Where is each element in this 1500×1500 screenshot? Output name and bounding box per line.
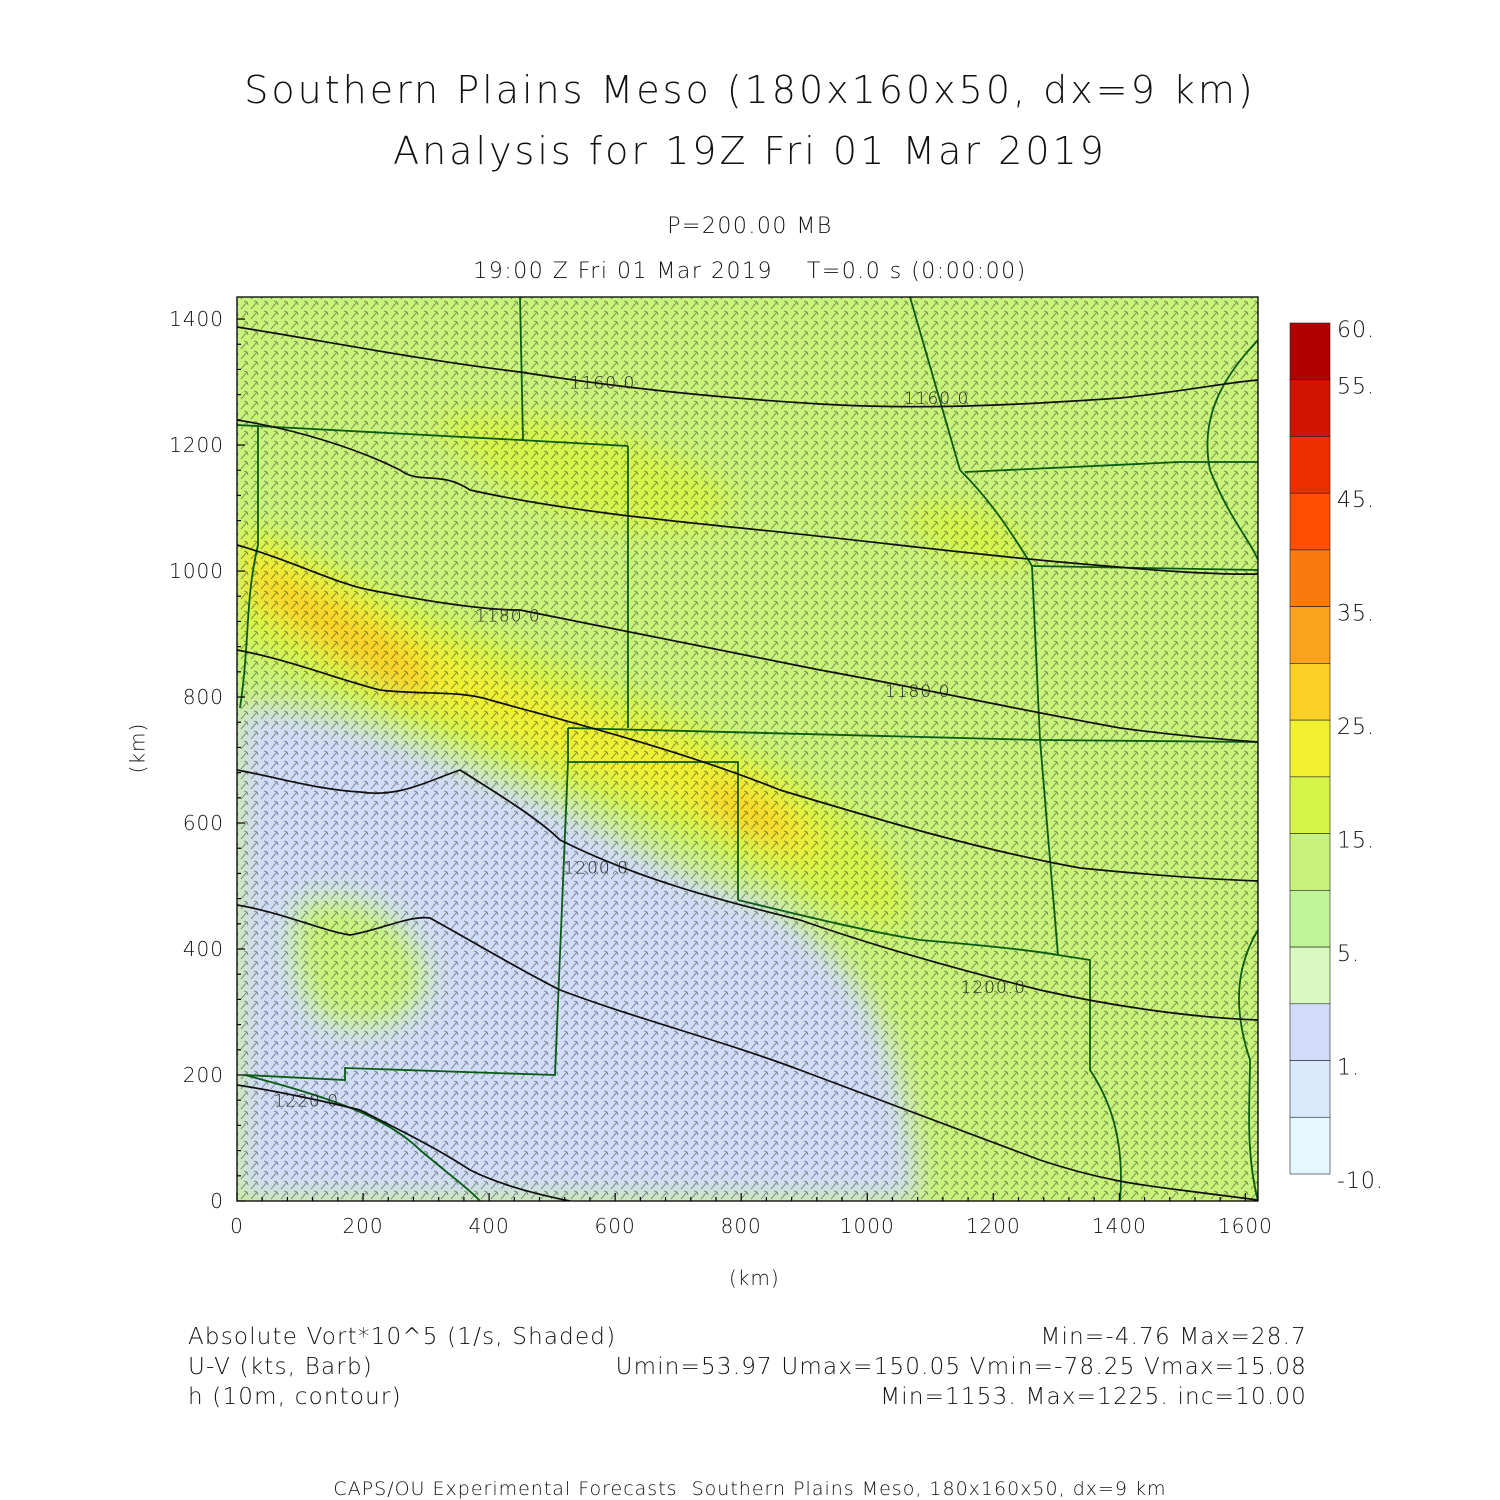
colorbar-label: -10. bbox=[1337, 1169, 1384, 1194]
colorbar-label: 25. bbox=[1337, 715, 1375, 740]
contour-1170-a bbox=[237, 419, 1258, 575]
arkansas-louisiana bbox=[1057, 954, 1122, 1201]
contour-label: 1180.0 bbox=[475, 606, 540, 626]
colorbar-bin bbox=[1289, 833, 1331, 891]
colorbar-bin bbox=[1289, 606, 1331, 664]
colorbar-label: 15. bbox=[1337, 829, 1375, 854]
colorbar-label: 45. bbox=[1337, 488, 1375, 513]
iowa-missouri-border bbox=[1031, 565, 1258, 571]
colorbar-bin bbox=[1289, 492, 1331, 551]
y-tick-label: 400 bbox=[183, 937, 224, 961]
legend-height-range: Min=1153. Max=1225. inc=10.00 bbox=[880, 1384, 1307, 1410]
colorbar-bin bbox=[1289, 379, 1331, 437]
contour-1180-a bbox=[237, 544, 1258, 743]
y-axis-ticks: 0 200 400 600 800 1000 1200 1400 bbox=[169, 307, 245, 1213]
missouri-river bbox=[909, 297, 961, 471]
oklahoma-east-border bbox=[1039, 739, 1059, 956]
legend-height-label: h (10m, contour) bbox=[188, 1384, 402, 1410]
colorbar-label: 55. bbox=[1337, 375, 1375, 400]
x-tick-label: 400 bbox=[469, 1214, 510, 1238]
x-tick-label: 1000 bbox=[840, 1214, 895, 1238]
contour-1220-a bbox=[237, 1084, 571, 1201]
contour-label: 1160.0 bbox=[570, 373, 635, 393]
contour-1210-a bbox=[237, 904, 1258, 1201]
contour-1200-a bbox=[237, 769, 1258, 1021]
state-borders bbox=[237, 297, 1258, 1201]
legend-wind-label: U-V (kts, Barb) bbox=[188, 1354, 373, 1380]
colorbar-label: 5. bbox=[1337, 942, 1360, 967]
kansas-nebraska-border bbox=[237, 424, 629, 447]
colorbar-bin bbox=[1289, 946, 1331, 1005]
x-tick-label: 1200 bbox=[966, 1214, 1021, 1238]
pressure-level: P=200.00 MB bbox=[667, 214, 833, 239]
colorbar-bin bbox=[1289, 890, 1331, 948]
x-tick-label: 0 bbox=[230, 1214, 244, 1238]
title-line-2: Analysis for 19Z Fri 01 Mar 2019 bbox=[393, 129, 1107, 173]
contour-labels: 1160.0 1160.0 1180.0 1180.0 1200.0 1200.0 1220… bbox=[274, 373, 1026, 1112]
x-tick-label: 1600 bbox=[1218, 1214, 1273, 1238]
colorbar-label: 1. bbox=[1337, 1056, 1360, 1081]
colorbar-bin bbox=[1289, 719, 1331, 778]
legend-wind-range: Umin=53.97 Umax=150.05 Vmin=-78.25 Vmax=… bbox=[615, 1354, 1307, 1380]
y-tick-label: 0 bbox=[210, 1189, 224, 1213]
x-tick-label: 600 bbox=[595, 1214, 636, 1238]
colorbar-bin bbox=[1289, 1060, 1331, 1118]
colorbar-bin bbox=[1289, 549, 1331, 607]
colorbar-bin bbox=[1289, 436, 1331, 494]
valid-time: 19:00 Z Fri 01 Mar 2019 T=0.0 s (0:00:00… bbox=[473, 259, 1027, 284]
contour-1180-b bbox=[237, 649, 1258, 882]
kansas-east-border bbox=[1031, 565, 1041, 741]
y-tick-label: 200 bbox=[183, 1063, 224, 1087]
plot-frame bbox=[236, 296, 1259, 1202]
new-mexico-texas-border bbox=[244, 761, 569, 1081]
contour-label: 1160.0 bbox=[904, 389, 969, 409]
y-tick-label: 600 bbox=[183, 811, 224, 835]
y-tick-label: 1000 bbox=[169, 559, 224, 583]
colorbar-bin bbox=[1289, 663, 1331, 721]
x-axis-label: (km) bbox=[729, 1266, 780, 1290]
legend-vorticity-range: Min=-4.76 Max=28.7 bbox=[1040, 1324, 1307, 1350]
y-axis-label: (km) bbox=[125, 722, 150, 774]
colorbar-bin bbox=[1289, 1116, 1331, 1175]
footer-credit: CAPS/OU Experimental Forecasts Southern … bbox=[333, 1478, 1167, 1500]
contour-label: 1200.0 bbox=[563, 858, 628, 878]
contour-label: 1200.0 bbox=[961, 978, 1026, 998]
contour-label: 1220.0 bbox=[274, 1092, 339, 1112]
vorticity-shading bbox=[237, 297, 1258, 1201]
x-tick-label: 1400 bbox=[1092, 1214, 1147, 1238]
contour-1160-a bbox=[237, 326, 1258, 408]
colorado-north-corner bbox=[519, 297, 524, 441]
y-tick-label: 1400 bbox=[169, 307, 224, 331]
mississippi-river bbox=[1206, 339, 1258, 561]
colorbar-label: 60. bbox=[1337, 318, 1375, 343]
x-tick-label: 200 bbox=[342, 1214, 383, 1238]
colorbar-bin bbox=[1289, 1003, 1331, 1061]
colorbar-bin bbox=[1289, 776, 1331, 834]
nebraska-iowa-border bbox=[959, 469, 1033, 567]
x-tick-label: 800 bbox=[721, 1214, 762, 1238]
colorbar-label: 35. bbox=[1337, 602, 1375, 627]
y-tick-label: 1200 bbox=[169, 433, 224, 457]
x-axis-ticks: 0 200 400 600 800 1000 1200 1400 1600 bbox=[230, 1193, 1273, 1238]
arkansas-east bbox=[1238, 929, 1258, 1201]
legend-vorticity-label: Absolute Vort*10^5 (1/s, Shaded) bbox=[188, 1324, 617, 1350]
contour-label: 1180.0 bbox=[885, 682, 950, 702]
colorbar: 60. 55. 45. 35. 25. 15. 5. 1. -10. bbox=[1289, 318, 1384, 1194]
height-contours bbox=[237, 326, 1258, 1201]
west-border bbox=[239, 425, 259, 709]
y-tick-label: 800 bbox=[183, 685, 224, 709]
title-line-1: Southern Plains Meso (180x160x50, dx=9 k… bbox=[244, 68, 1256, 112]
wind-barbs bbox=[237, 297, 1258, 1201]
iowa-minnesota-border bbox=[964, 461, 1258, 473]
red-river bbox=[737, 899, 1059, 956]
oklahoma-panhandle bbox=[567, 728, 739, 900]
rio-grande bbox=[244, 1074, 481, 1201]
colorbar-bin bbox=[1289, 322, 1331, 381]
